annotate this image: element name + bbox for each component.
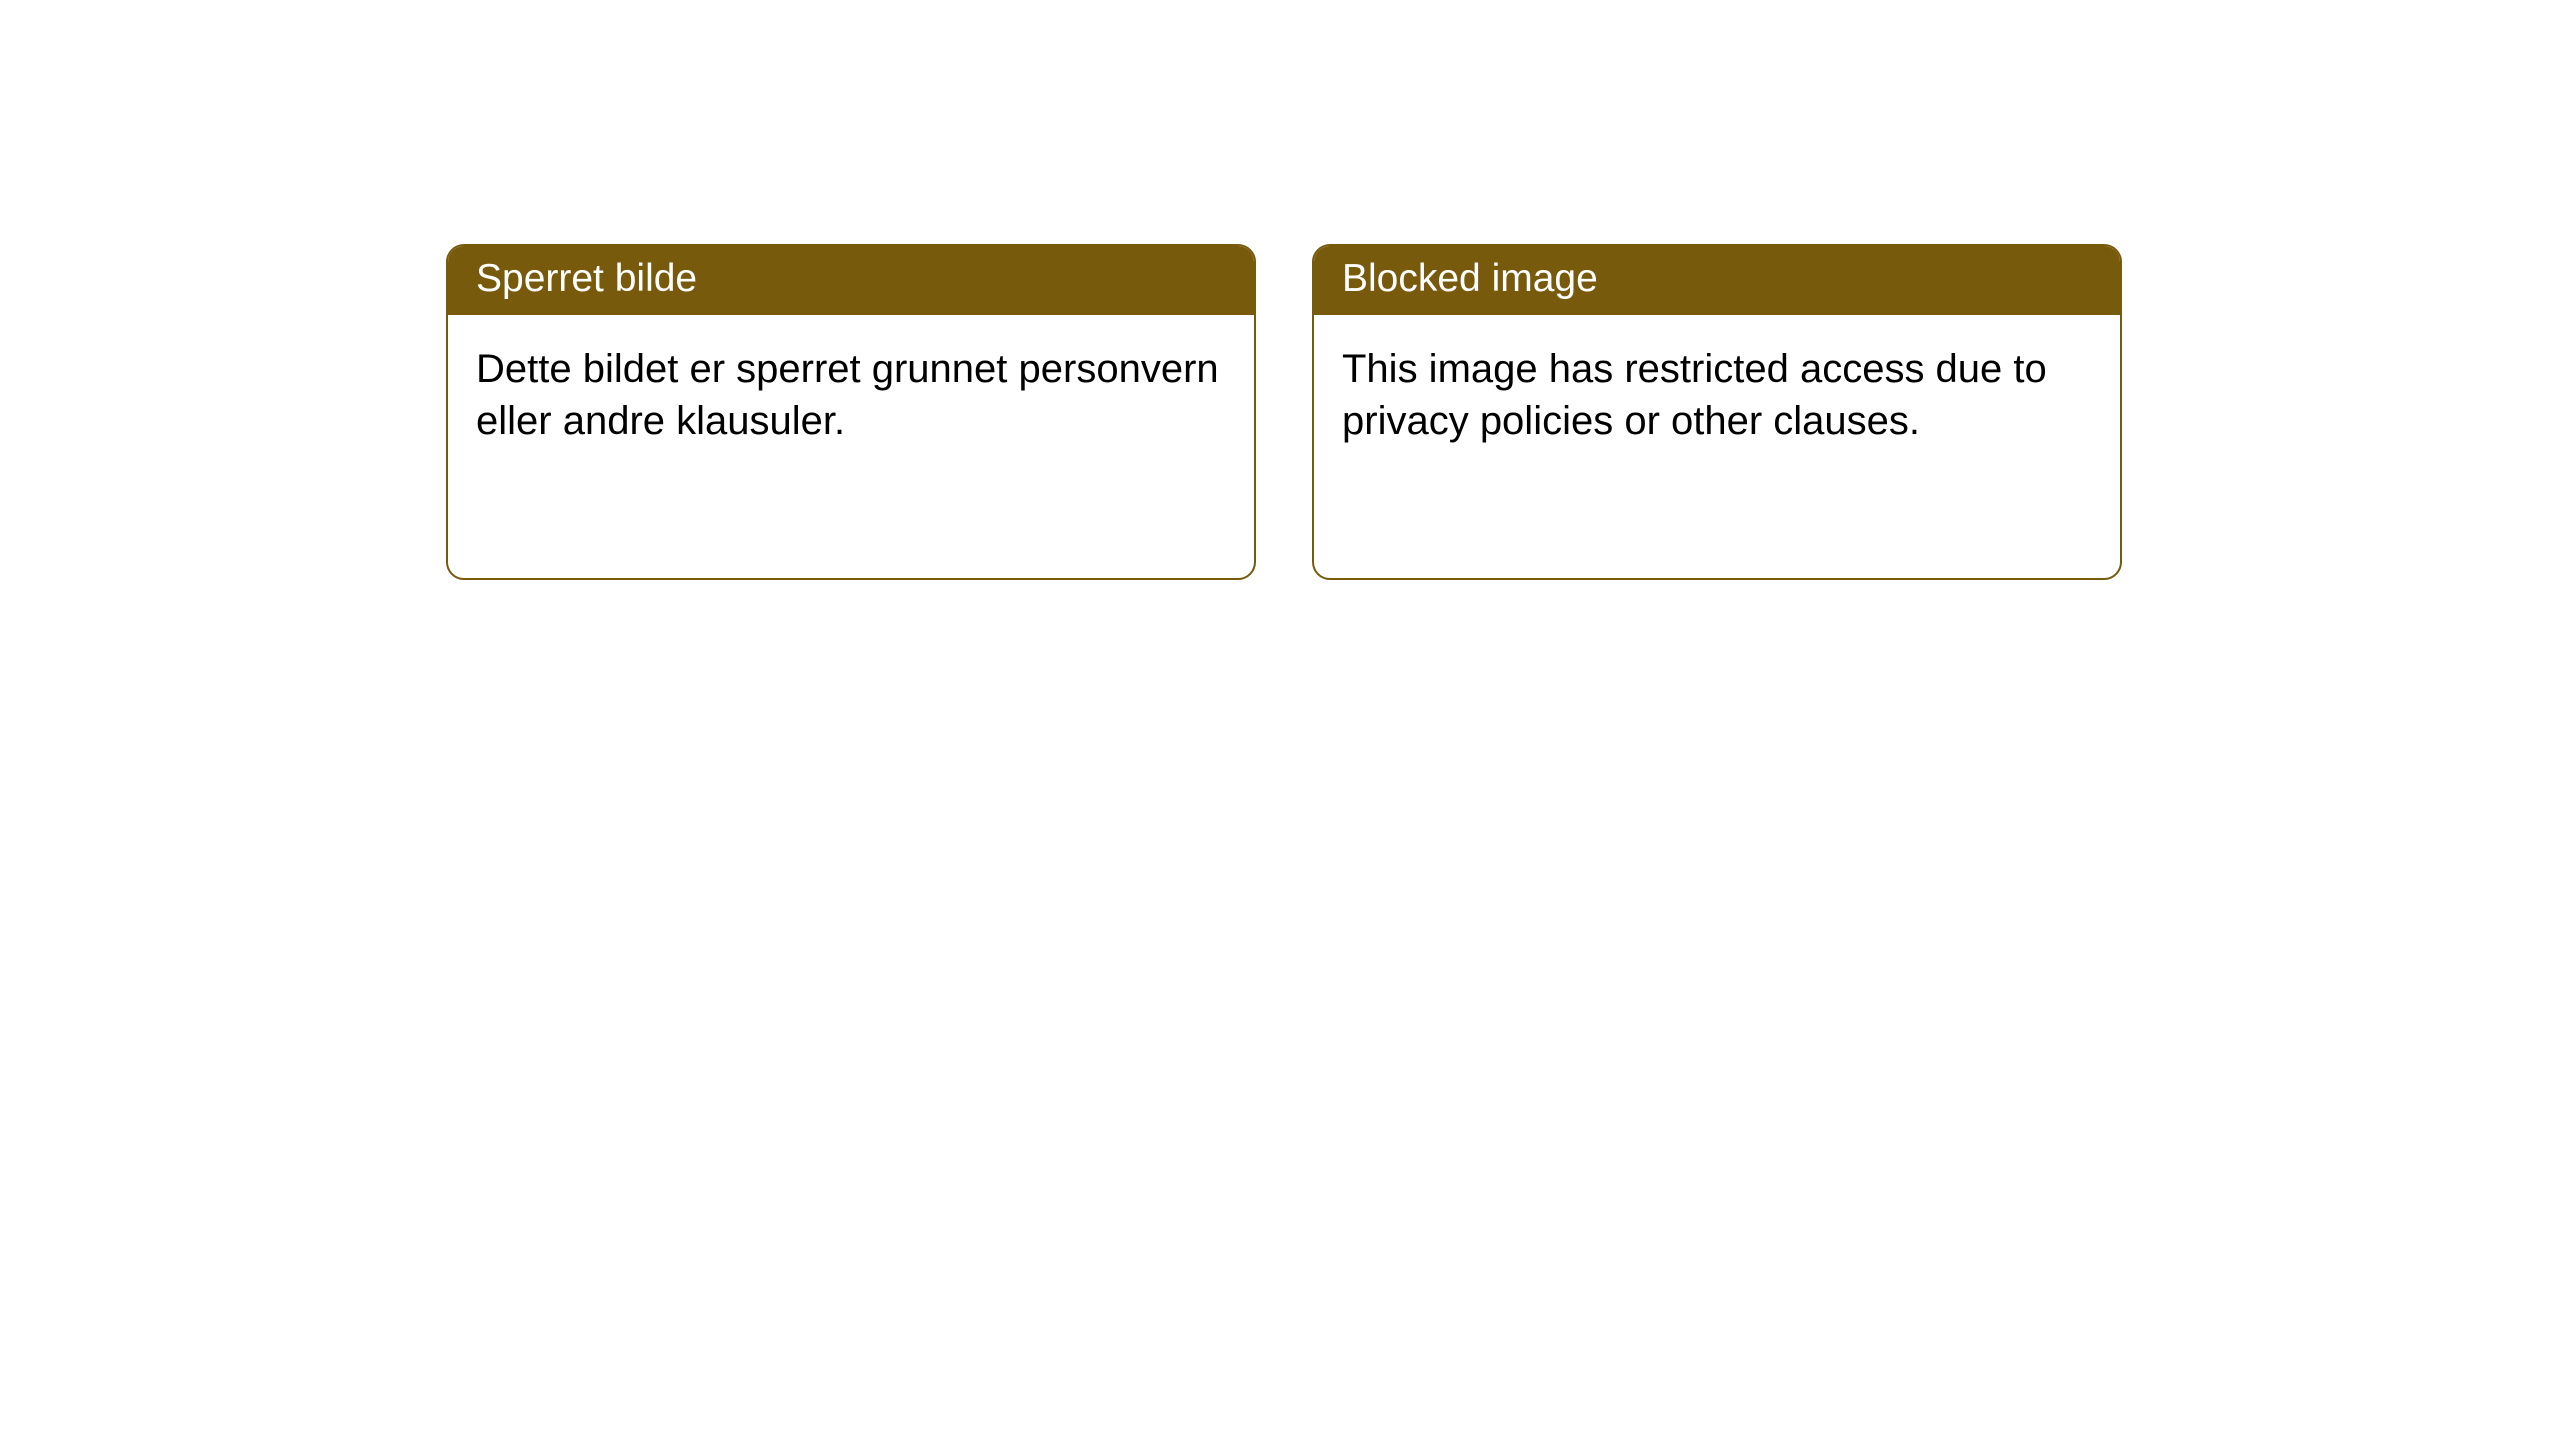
blocked-image-card-nb: Sperret bilde Dette bildet er sperret gr… xyxy=(446,244,1256,580)
cards-container: Sperret bilde Dette bildet er sperret gr… xyxy=(446,244,2122,580)
card-body-nb: Dette bildet er sperret grunnet personve… xyxy=(448,315,1254,477)
card-body-text-en: This image has restricted access due to … xyxy=(1342,347,2047,444)
card-header-nb: Sperret bilde xyxy=(448,246,1254,315)
card-header-en: Blocked image xyxy=(1314,246,2120,315)
card-title-en: Blocked image xyxy=(1342,257,1598,300)
card-title-nb: Sperret bilde xyxy=(476,257,697,300)
card-body-text-nb: Dette bildet er sperret grunnet personve… xyxy=(476,347,1219,444)
card-body-en: This image has restricted access due to … xyxy=(1314,315,2120,477)
blocked-image-card-en: Blocked image This image has restricted … xyxy=(1312,244,2122,580)
